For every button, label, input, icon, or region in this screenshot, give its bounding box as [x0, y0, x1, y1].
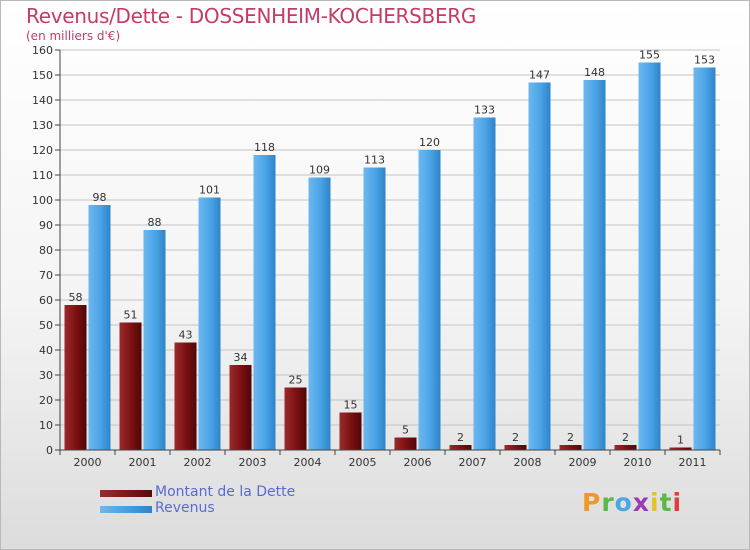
- chart-subtitle: (en milliers d'€): [26, 29, 121, 43]
- y-tick-label: 20: [39, 394, 53, 407]
- x-tick-label: 2011: [679, 456, 707, 469]
- y-tick-label: 70: [39, 269, 53, 282]
- bar-dette-2000: [64, 305, 87, 450]
- y-tick-label: 100: [32, 194, 53, 207]
- bar-dette-2011: [669, 447, 692, 450]
- data-label-dette-2003: 34: [234, 351, 248, 364]
- bar-dette-2010: [614, 445, 637, 450]
- y-tick-label: 60: [39, 294, 53, 307]
- y-tick-label: 110: [32, 169, 53, 182]
- data-label-revenus-2002: 101: [199, 184, 220, 197]
- legend-swatch-dette: [100, 490, 152, 497]
- bar-dette-2002: [174, 342, 197, 450]
- x-tick-label: 2006: [404, 456, 432, 469]
- data-label-revenus-2000: 98: [93, 191, 107, 204]
- bar-revenus-2006: [418, 150, 441, 450]
- x-tick-label: 2005: [349, 456, 377, 469]
- y-tick-label: 40: [39, 344, 53, 357]
- bar-revenus-2004: [308, 177, 331, 450]
- x-tick-label: 2008: [514, 456, 542, 469]
- y-tick-label: 140: [32, 94, 53, 107]
- x-tick-label: 2002: [184, 456, 212, 469]
- data-label-dette-2001: 51: [124, 309, 138, 322]
- y-tick-label: 0: [46, 444, 53, 457]
- data-label-dette-2006: 5: [402, 424, 409, 437]
- x-tick-label: 2007: [459, 456, 487, 469]
- bar-revenus-2008: [528, 82, 551, 450]
- x-tick-label: 2003: [239, 456, 267, 469]
- bar-revenus-2002: [198, 197, 221, 450]
- y-tick-label: 160: [32, 44, 53, 57]
- x-tick-label: 2000: [74, 456, 102, 469]
- data-label-dette-2011: 1: [677, 434, 684, 447]
- proxiti-logo: Proxiti: [582, 488, 683, 517]
- bar-revenus-2010: [638, 62, 661, 450]
- data-label-revenus-2005: 113: [364, 154, 385, 167]
- bar-revenus-2005: [363, 167, 386, 450]
- bar-revenus-2000: [88, 205, 111, 450]
- x-tick-label: 2004: [294, 456, 322, 469]
- bar-dette-2003: [229, 365, 252, 450]
- bar-dette-2004: [284, 387, 307, 450]
- data-label-revenus-2008: 147: [529, 69, 550, 82]
- data-label-revenus-2004: 109: [309, 164, 330, 177]
- data-label-revenus-2010: 155: [639, 49, 660, 62]
- data-label-revenus-2011: 153: [694, 54, 715, 67]
- y-tick-label: 30: [39, 369, 53, 382]
- bar-dette-2008: [504, 445, 527, 450]
- bar-dette-2005: [339, 412, 362, 450]
- chart-title: Revenus/Dette - DOSSENHEIM-KOCHERSBERG: [26, 4, 477, 28]
- data-label-dette-2007: 2: [457, 431, 464, 444]
- bar-revenus-2007: [473, 117, 496, 450]
- y-tick-label: 150: [32, 69, 53, 82]
- data-label-revenus-2006: 120: [419, 136, 440, 149]
- data-label-dette-2010: 2: [622, 431, 629, 444]
- x-tick-label: 2001: [129, 456, 157, 469]
- data-label-revenus-2003: 118: [254, 141, 275, 154]
- legend-label-revenus: Revenus: [155, 500, 215, 516]
- bar-dette-2001: [119, 322, 142, 450]
- data-label-dette-2004: 25: [289, 374, 303, 387]
- legend-swatch-revenus: [100, 506, 152, 513]
- bar-dette-2009: [559, 445, 582, 450]
- data-label-dette-2002: 43: [179, 329, 193, 342]
- y-tick-label: 10: [39, 419, 53, 432]
- x-tick-label: 2010: [624, 456, 652, 469]
- y-tick-label: 120: [32, 144, 53, 157]
- bar-revenus-2003: [253, 155, 276, 450]
- legend-label-dette: Montant de la Dette: [155, 484, 296, 500]
- bar-dette-2007: [449, 445, 472, 450]
- data-label-revenus-2009: 148: [584, 66, 605, 79]
- data-label-revenus-2007: 133: [474, 104, 495, 117]
- bar-revenus-2009: [583, 80, 606, 450]
- bar-dette-2006: [394, 437, 417, 450]
- y-tick-label: 130: [32, 119, 53, 132]
- data-label-dette-2009: 2: [567, 431, 574, 444]
- data-label-revenus-2001: 88: [148, 216, 162, 229]
- data-label-dette-2005: 15: [344, 399, 358, 412]
- bar-revenus-2011: [693, 67, 716, 450]
- y-tick-label: 50: [39, 319, 53, 332]
- data-label-dette-2008: 2: [512, 431, 519, 444]
- data-label-dette-2000: 58: [69, 291, 83, 304]
- y-tick-label: 80: [39, 244, 53, 257]
- y-tick-label: 90: [39, 219, 53, 232]
- bar-revenus-2001: [143, 230, 166, 450]
- x-tick-label: 2009: [569, 456, 597, 469]
